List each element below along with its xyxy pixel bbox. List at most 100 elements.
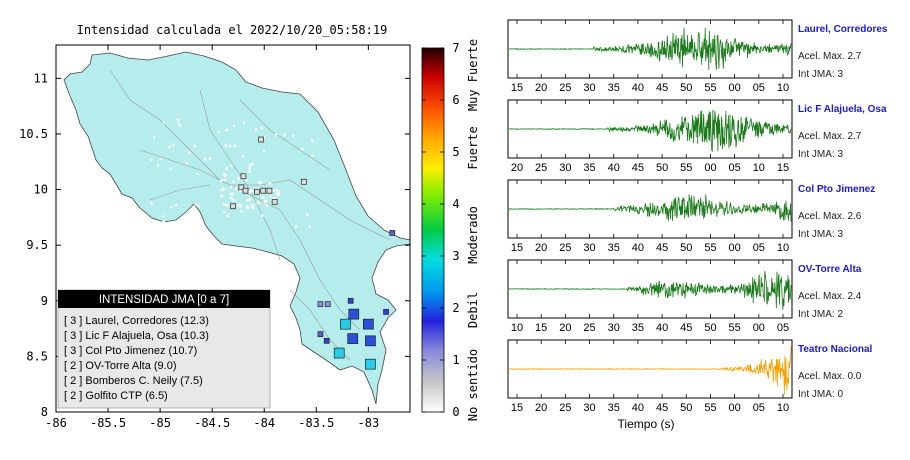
minor-station-dot [224, 144, 228, 147]
trace-acel-max: Acel. Max. 0.0 [798, 371, 862, 382]
trace-panel: 10 15 20 25 30 35 40 45 50 55 00 05 OV-Torre Alta Ace… [507, 259, 862, 334]
minor-station-dot [232, 198, 236, 202]
minor-station-dot [162, 120, 166, 124]
trace-tick-label: 55 [729, 322, 741, 334]
station-marker [333, 347, 345, 359]
minor-station-dot [193, 223, 197, 227]
trace-tick-label: 05 [753, 242, 765, 254]
minor-station-dot [275, 189, 279, 192]
station-marker [340, 318, 351, 330]
trace-int-jma: Int JMA: 0 [798, 389, 843, 400]
trace-tick-label: 20 [535, 402, 547, 414]
minor-station-dot [156, 163, 160, 167]
minor-station-dot [229, 164, 233, 168]
trace-tick-label: 00 [729, 402, 741, 414]
legend-item: [ 3 ] Col Pto Jimenez (10.7) [64, 345, 197, 357]
trace-tick-label: 15 [511, 242, 523, 254]
map-x-tick-label: -85 [149, 416, 171, 430]
minor-station-dot [248, 197, 252, 201]
station-marker [238, 184, 245, 191]
minor-station-dot [250, 203, 254, 207]
station-marker [271, 198, 278, 205]
trace-acel-max: Acel. Max. 2.4 [798, 291, 862, 302]
map-x-tick-label: -84.5 [194, 416, 230, 430]
trace-tick-label: 00 [704, 162, 716, 174]
costa-rica-land [63, 51, 411, 405]
minor-station-dot [233, 144, 237, 148]
station-marker [266, 187, 273, 194]
minor-station-dot [282, 133, 286, 137]
minor-station-dot [223, 178, 227, 182]
trace-tick-label: 45 [680, 322, 692, 334]
station-marker [383, 309, 389, 315]
trace-panel: 15 20 25 30 35 40 45 50 55 00 05 10 Laurel, Corredor… [507, 19, 888, 94]
trace-tick-label: 05 [753, 402, 765, 414]
waveform-line [508, 109, 792, 153]
legend-item: [ 2 ] Bomberos C. Neily (7.5) [64, 375, 203, 387]
minor-station-dot [174, 203, 178, 207]
minor-station-dot [241, 154, 245, 158]
station-marker [365, 358, 376, 370]
trace-int-jma: Int JMA: 3 [798, 69, 843, 80]
trace-tick-label: 10 [777, 402, 789, 414]
map-x-tick-label: -83.5 [298, 416, 334, 430]
minor-station-dot [150, 201, 153, 205]
station-marker [347, 333, 359, 344]
trace-int-jma: Int JMA: 3 [798, 229, 843, 240]
minor-station-dot [177, 227, 181, 230]
colorbar: 0 1 2 3 4 5 6 7 No sentido Debil Moderado Fuerte Mu… [421, 39, 480, 421]
minor-station-dot [234, 187, 238, 191]
minor-station-dot [300, 147, 304, 151]
colorbar-gradient [421, 47, 445, 413]
minor-station-dot [225, 203, 229, 207]
station-marker [389, 230, 396, 236]
station-marker [365, 335, 376, 347]
trace-station-name: Col Pto Jimenez [798, 184, 875, 195]
trace-tick-label: 00 [753, 322, 765, 334]
minor-station-dot [228, 144, 232, 148]
trace-tick-label: 15 [777, 162, 789, 174]
station-marker [348, 308, 360, 320]
trace-tick-label: 35 [632, 322, 644, 334]
minor-station-dot [306, 213, 309, 217]
trace-tick-label: 15 [511, 82, 523, 94]
minor-station-dot [308, 225, 312, 229]
map-y-tick-label: 8 [41, 405, 48, 419]
map-title: Intensidad calculada el 2022/10/20_05:58… [77, 23, 388, 37]
minor-station-dot [223, 202, 227, 207]
waveform-line [508, 27, 792, 71]
trace-tick-label: 10 [753, 162, 765, 174]
trace-tick-label: 05 [777, 322, 789, 334]
minor-station-dot [260, 214, 264, 218]
legend-title: INTENSIDAD JMA [0 a 7] [99, 294, 229, 306]
minor-station-dot [294, 225, 298, 228]
minor-station-dot [196, 172, 199, 176]
trace-tick-label: 40 [632, 242, 644, 254]
minor-station-dot [161, 215, 165, 219]
map-y-tick-label: 9 [41, 294, 48, 308]
minor-station-dot [225, 128, 228, 132]
trace-tick-label: 20 [511, 162, 523, 174]
map-x-tick-label: -83 [358, 416, 380, 430]
trace-tick-label: 05 [729, 162, 741, 174]
trace-station-name: Teatro Nacional [798, 344, 872, 355]
station-marker [323, 337, 330, 344]
minor-station-dot [159, 157, 163, 161]
trace-tick-label: 10 [777, 242, 789, 254]
minor-station-dot [311, 139, 314, 143]
trace-station-name: Lic F Alajuela, Osa [798, 104, 887, 115]
station-marker [347, 297, 354, 304]
minor-station-dot [268, 195, 272, 199]
minor-station-dot [254, 128, 258, 131]
minor-station-dot [268, 181, 272, 185]
map-legend: INTENSIDAD JMA [0 a 7] [ 3 ] Laurel, Cor… [57, 289, 271, 409]
trace-tick-label: 55 [704, 242, 716, 254]
legend-item: [ 3 ] Lic F Alajuela, Osa (10.3) [64, 330, 209, 342]
minor-station-dot [246, 206, 250, 210]
trace-tick-label: 25 [583, 322, 595, 334]
colorbar-label: Fuerte [466, 126, 480, 169]
trace-tick-label: 50 [680, 82, 692, 94]
minor-station-dot [168, 145, 172, 149]
station-marker [317, 331, 324, 338]
